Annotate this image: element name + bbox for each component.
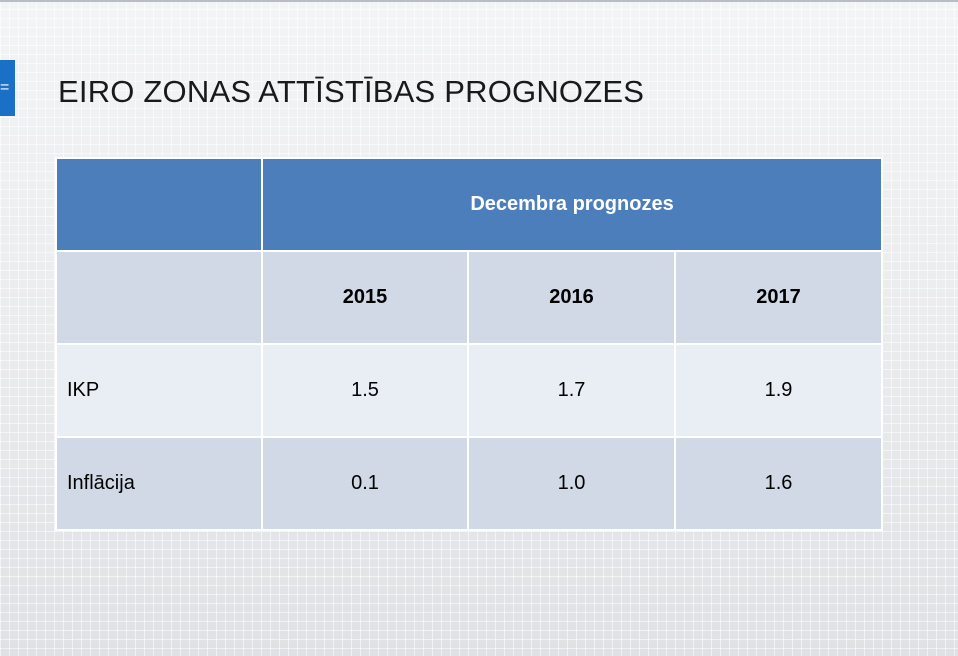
- table-row: IKP 1.5 1.7 1.9: [55, 343, 884, 438]
- value-cell: 1.5: [261, 343, 469, 438]
- year-empty-cell: [55, 250, 263, 345]
- year-cell: 2017: [673, 250, 884, 345]
- slide-title: EIRO ZONAS ATTĪSTĪBAS PROGNOZES: [58, 74, 645, 109]
- year-header-row: 2015 2016 2017: [55, 250, 884, 345]
- year-cell: 2015: [261, 250, 469, 345]
- row-label: IKP: [55, 343, 263, 438]
- table-header-row: Decembra prognozes: [55, 157, 884, 252]
- top-rule: [0, 0, 958, 2]
- value-cell: 1.6: [673, 436, 884, 531]
- value-cell: 1.7: [467, 343, 676, 438]
- value-cell: 1.0: [467, 436, 676, 531]
- value-cell: 1.9: [673, 343, 884, 438]
- table-row: Inflācija 0.1 1.0 1.6: [55, 436, 884, 531]
- header-group-cell: Decembra prognozes: [260, 157, 884, 252]
- forecast-table: Decembra prognozes 2015 2016 2017 IKP 1.…: [55, 157, 884, 531]
- year-cell: 2016: [467, 250, 676, 345]
- header-empty-cell: [55, 157, 263, 252]
- row-label: Inflācija: [55, 436, 263, 531]
- value-cell: 0.1: [261, 436, 469, 531]
- slide-marker-tab[interactable]: =: [0, 60, 15, 116]
- slide-marker-glyph: =: [0, 79, 10, 96]
